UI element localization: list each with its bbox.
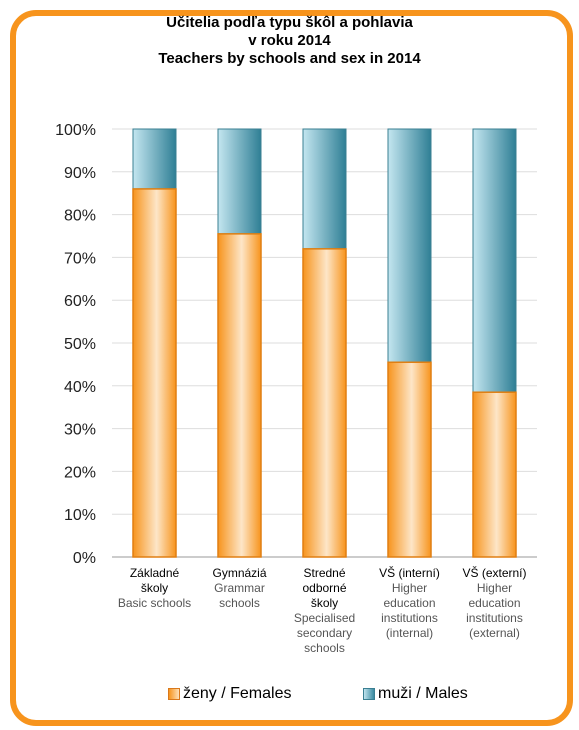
category-label: Stredné odborné školy Specialised secondary s… [270,566,380,656]
category-label-en: Basic schools [117,596,192,610]
legend-label-females: ženy / Females [183,685,292,702]
legend-label-males: muži / Males [378,685,468,702]
category-label-en: education [468,596,521,610]
y-tick-label: 0% [73,550,96,567]
category-label-en: institutions [381,611,438,625]
category-label-en: schools [304,641,345,655]
category-label-sk: školy [140,581,169,595]
bar-males [387,128,432,363]
bar-males [132,128,177,190]
bar-females [472,391,517,558]
title-line-1: Učitelia podľa typu škôl a pohlavia [166,14,413,31]
category-label-sk: Stredné [303,566,346,580]
bar-females [217,233,262,558]
category-label-sk: odborné [302,581,347,595]
category-label-sk: školy [310,596,339,610]
category-label: VŠ (externí) Higher education institutions(… [440,566,550,641]
y-tick-label: 40% [64,379,96,396]
bar-males [472,128,517,393]
category-label-sk: Gymnáziá [212,566,267,580]
category-label-sk: VŠ (interní) [379,566,440,580]
category-label-en: (external) [469,626,520,640]
y-tick-label: 70% [64,250,96,267]
y-tick-label: 30% [64,422,96,439]
bar-males [302,128,347,250]
category-label-sk: VŠ (externí) [462,566,527,580]
category-label-en: Specialised [293,611,356,625]
category-label-en: education [383,596,436,610]
legend-swatch-females [168,688,180,700]
category-label-en: schools [219,596,260,610]
category-label: Základné školy Basic schools [100,566,210,611]
category-label-sk: Základné [129,566,180,580]
y-tick-label: 20% [64,464,96,481]
bar-males [217,128,262,235]
y-tick-label: 50% [64,336,96,353]
chart-title: Učitelia podľa typu škôl a pohlavia v ro… [0,14,579,68]
title-line-3: Teachers by schools and sex in 2014 [158,50,421,67]
legend-item-males: muži / Males [363,685,468,703]
y-tick-label: 10% [64,507,96,524]
bar-females [132,188,177,558]
category-label-en: Higher [476,581,513,595]
y-tick-label: 100% [55,122,96,139]
category-label-en: secondary [296,626,353,640]
y-tick-label: 90% [64,165,96,182]
bar-females [387,361,432,558]
legend-swatch-males [363,688,375,700]
category-label: Gymnáziá Grammar schools [185,566,295,611]
category-label-en: Grammar [214,581,265,595]
bar-females [302,248,347,558]
legend-item-females: ženy / Females [168,685,291,703]
category-label: VŠ (interní) Higher education institutions(… [355,566,465,641]
category-label-en: institutions [466,611,523,625]
category-label-en: (internal) [385,626,434,640]
y-tick-label: 80% [64,208,96,225]
title-line-2: v roku 2014 [248,32,331,49]
y-tick-label: 60% [64,293,96,310]
category-label-en: Higher [391,581,428,595]
